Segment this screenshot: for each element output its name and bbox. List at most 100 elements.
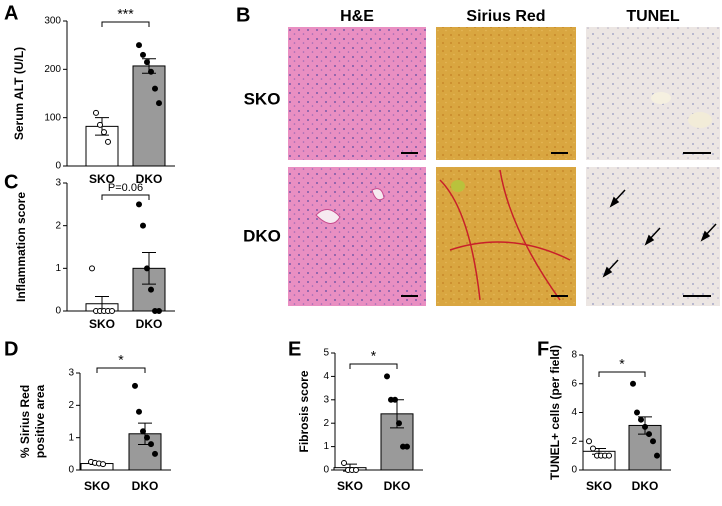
data-point: [148, 441, 154, 448]
y-tick-label: 0: [571, 465, 577, 476]
panel-letter: E: [288, 338, 301, 360]
vessel: [315, 188, 385, 224]
data-point: [156, 100, 162, 107]
x-tick-label: SKO: [89, 172, 115, 186]
data-point: [136, 408, 142, 415]
x-tick-label: SKO: [337, 479, 363, 493]
panel-letter: A: [4, 2, 18, 24]
x-tick-label: DKO: [132, 479, 159, 493]
y-tick-label: 4: [323, 371, 329, 382]
column-title: H&E: [340, 8, 374, 25]
row-label: DKO: [243, 226, 281, 245]
panel-letter: D: [4, 338, 18, 360]
tunel-sko-image: [586, 27, 720, 160]
y-tick-label: 3: [323, 394, 329, 405]
vessel: [451, 180, 465, 192]
y-tick-label: 0: [55, 306, 61, 317]
data-point: [650, 438, 656, 445]
y-tick-label: 3: [68, 368, 74, 379]
collagen: [439, 169, 571, 301]
y-axis-label: Fibrosis score: [297, 370, 311, 452]
data-point: [156, 308, 162, 314]
data-point: [100, 461, 106, 468]
data-point: [630, 380, 636, 387]
column-title: Sirius Red: [466, 8, 545, 25]
data-point: [140, 222, 146, 229]
arrows: [602, 189, 717, 278]
data-point: [152, 450, 158, 457]
x-tick-label: SKO: [89, 317, 115, 331]
significance-bracket: [349, 363, 398, 369]
panel-letter: B: [236, 4, 250, 26]
y-axis-label: positive area: [33, 384, 47, 458]
y-tick-label: 100: [44, 112, 61, 123]
sr-sko-image: [436, 27, 576, 160]
data-point: [638, 416, 644, 423]
vessel: [651, 92, 671, 104]
data-point: [93, 109, 99, 116]
data-point: [148, 286, 154, 293]
significance-label: *: [619, 356, 625, 372]
data-point: [396, 420, 402, 427]
data-point: [144, 59, 150, 66]
y-tick-label: 0: [68, 465, 74, 476]
significance-label: ***: [117, 6, 134, 22]
y-axis-label: % Sirius Red: [18, 385, 32, 458]
y-tick-label: 8: [571, 350, 577, 361]
y-tick-label: 0: [55, 161, 61, 172]
significance-bracket: [101, 194, 150, 200]
column-title: TUNEL: [626, 8, 680, 25]
y-tick-label: 2: [68, 400, 74, 411]
x-tick-label: DKO: [136, 317, 163, 331]
significance-label: P=0.06: [108, 182, 143, 194]
x-tick-label: DKO: [384, 479, 411, 493]
data-point: [144, 434, 150, 441]
histology-panel: [288, 27, 720, 306]
y-tick-label: 0: [323, 465, 329, 476]
panel-letter: C: [4, 171, 18, 193]
data-point: [136, 201, 142, 208]
panel-letter: F: [537, 338, 549, 360]
significance-bracket: [598, 371, 646, 377]
data-point: [590, 445, 596, 452]
data-point: [654, 452, 660, 459]
bar: [132, 65, 166, 167]
he-sko-image: [288, 27, 426, 160]
scale-bars: [401, 152, 711, 297]
y-tick-label: 5: [323, 348, 329, 359]
y-tick-label: 1: [323, 441, 329, 452]
data-point: [404, 443, 410, 450]
y-tick-label: 200: [44, 64, 61, 75]
data-point: [341, 459, 347, 466]
significance-bracket: [101, 21, 150, 27]
data-point: [89, 265, 95, 272]
data-point: [634, 409, 640, 416]
row-label: SKO: [244, 89, 281, 108]
x-tick-label: DKO: [136, 172, 163, 186]
significance-label: *: [118, 352, 124, 368]
data-point: [144, 265, 150, 272]
data-point: [148, 68, 154, 75]
data-point: [642, 423, 648, 430]
bar-chart: A Serum ALT (U/L) 0 100 200 300 SKO DKO ***: [4, 2, 175, 186]
data-point: [392, 396, 398, 403]
data-point: [105, 138, 111, 145]
data-point: [384, 373, 390, 380]
y-axis-label: TUNEL+ cells (per field): [548, 345, 562, 480]
y-tick-label: 3: [55, 178, 61, 189]
bar-chart: D % Sirius Red positive area 0 1 2 3 SKO DKO *: [4, 338, 171, 493]
data-point: [97, 121, 103, 128]
data-point: [646, 431, 652, 438]
data-point: [109, 308, 115, 314]
data-point: [606, 452, 612, 459]
data-point: [353, 467, 359, 473]
data-point: [140, 51, 146, 58]
data-point: [101, 129, 107, 136]
y-tick-label: 2: [55, 220, 61, 231]
x-tick-label: DKO: [632, 479, 659, 493]
y-tick-label: 300: [44, 16, 61, 27]
x-tick-label: SKO: [586, 479, 612, 493]
